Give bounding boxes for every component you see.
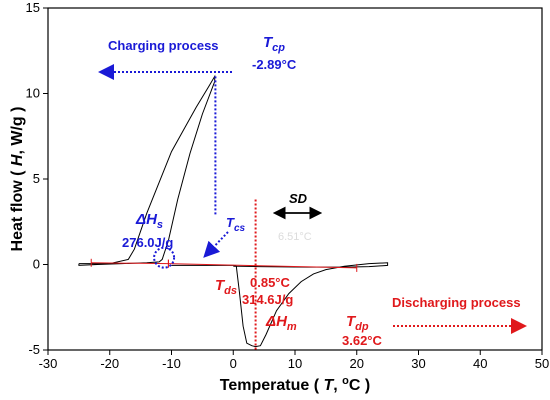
tcp-symbol: Tcp xyxy=(263,34,285,54)
x-tick-label: -20 xyxy=(100,356,119,371)
tcs-symbol: Tcs xyxy=(226,215,246,234)
series-line-2 xyxy=(171,262,389,348)
sd-label: SD xyxy=(289,191,308,206)
tds-value: 0.85°C xyxy=(250,275,291,290)
onset-marker-circle xyxy=(153,246,176,269)
y-tick-label: 15 xyxy=(26,0,40,15)
x-tick-label: 10 xyxy=(288,356,302,371)
x-tick-label: 0 xyxy=(230,356,237,371)
tcs-arrow xyxy=(203,231,229,258)
dhs-value: 276.0J/g xyxy=(122,235,173,250)
ghost-label: 6.51°C xyxy=(278,231,312,243)
integration-baseline-2 xyxy=(168,263,357,269)
y-tick-label: 10 xyxy=(26,86,40,101)
x-tick-label: -30 xyxy=(39,356,58,371)
dhs-symbol: ΔHs xyxy=(135,211,163,231)
charging-process-label: Charging process xyxy=(108,38,219,53)
tdp-value: 3.62°C xyxy=(342,333,383,348)
y-tick-label: 5 xyxy=(33,171,40,186)
x-tick-label: -10 xyxy=(162,356,181,371)
dhm-symbol: ΔHm xyxy=(265,313,297,333)
x-tick-label: 20 xyxy=(350,356,364,371)
x-tick-label: 50 xyxy=(535,356,549,371)
tds-symbol: Tds xyxy=(215,277,237,297)
y-tick-label: 0 xyxy=(33,257,40,272)
dhm-value: 314.6J/g xyxy=(242,292,293,307)
x-tick-label: 30 xyxy=(411,356,425,371)
x-axis-title: Temperatue ( T, oC ) xyxy=(220,375,370,394)
tdp-symbol: Tdp xyxy=(346,313,369,333)
y-tick-label: -5 xyxy=(28,342,40,357)
x-tick-label: 40 xyxy=(473,356,487,371)
y-axis-title: Heat flow ( H, W/g ) xyxy=(9,107,26,252)
tcp-value: -2.89°C xyxy=(252,57,297,72)
discharging-process-label: Discharging process xyxy=(392,295,521,310)
